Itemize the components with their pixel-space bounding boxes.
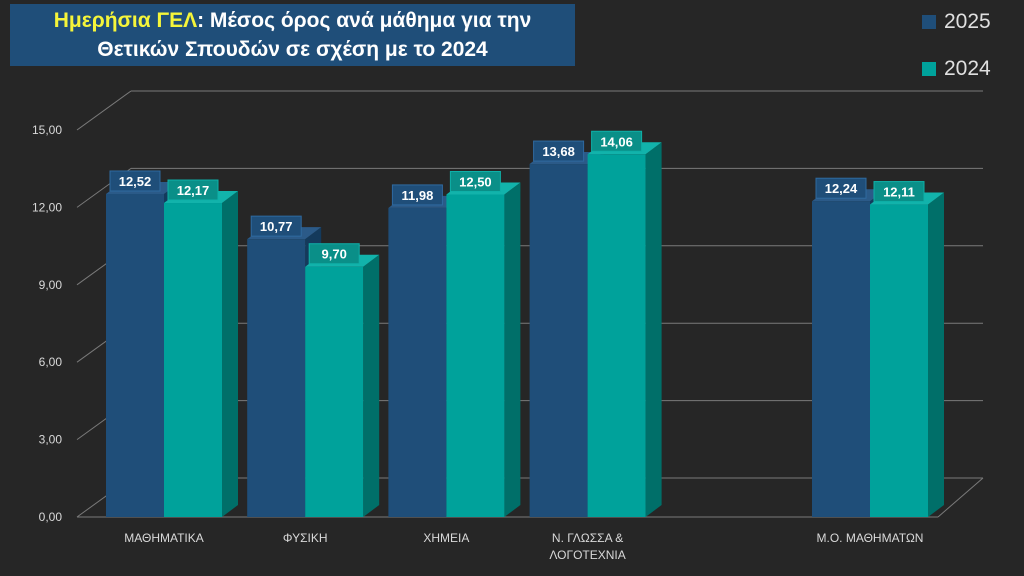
data-label-box [815, 177, 867, 199]
y-tick-label: 9,00 [39, 278, 63, 292]
bars-layer [106, 142, 944, 518]
bar-2024 [587, 154, 646, 517]
data-label-box [109, 170, 161, 192]
data-label-box [391, 184, 443, 206]
bar-side [928, 192, 944, 517]
bar-2025 [812, 201, 870, 517]
legend-label-2024: 2024 [944, 57, 991, 80]
legend-swatch-2024 [922, 62, 936, 76]
legend-item-2025: 2025 [922, 10, 991, 34]
data-label: 13,68 [542, 144, 575, 159]
legend-item-2024: 2024 [922, 57, 991, 81]
y-tick-label: 0,00 [39, 510, 63, 524]
chart-title: Ημερήσια ΓΕΛ: Μέσος όρος ανά μάθημα για … [10, 4, 575, 66]
bar-2024 [446, 194, 505, 517]
data-label: 12,17 [177, 183, 210, 198]
title-highlight: Ημερήσια ΓΕΛ [53, 9, 198, 32]
y-tick-label: 6,00 [39, 355, 63, 369]
x-tick-label: ΛΟΓΟΤΕΧΝΙΑ [549, 548, 625, 562]
data-label-box [449, 171, 501, 192]
data-label-box [873, 181, 925, 203]
labels-layer: 12,52 12,17 ΜΑΘΗΜΑΤΙΚΑ 10,77 9,70 ΦΥΣΙΚΗ 11,98… [109, 130, 925, 562]
data-label: 14,06 [600, 134, 633, 149]
floor-edge [937, 477, 984, 518]
title-rest: : Μέσος όρος ανά μάθημα για την [197, 9, 532, 32]
data-label-box [167, 179, 219, 201]
bar-side [363, 254, 380, 518]
gridline-diagonal [76, 90, 132, 131]
bar-side [222, 191, 238, 517]
data-label-box [250, 215, 302, 237]
y-tick-label: 3,00 [39, 433, 63, 447]
x-tick-label: Μ.Ο. ΜΑΘΗΜΑΤΩΝ [817, 531, 924, 545]
legend-label-2025: 2025 [944, 10, 991, 33]
data-label-box [308, 243, 360, 265]
bar-2025 [529, 164, 588, 517]
y-tick-label: 12,00 [32, 200, 62, 214]
x-tick-label: ΦΥΣΙΚΗ [283, 531, 328, 545]
legend-swatch-2025 [922, 15, 936, 29]
bar-2024 [305, 266, 364, 517]
title-line-1: Ημερήσια ΓΕΛ: Μέσος όρος ανά μάθημα για … [10, 6, 575, 35]
title-line-2: Θετικών Σπουδών σε σχέση με το 2024 [97, 38, 488, 61]
data-label: 12,11 [883, 185, 915, 200]
data-label: 12,50 [459, 175, 492, 190]
data-label-box [591, 130, 643, 152]
data-label: 12,52 [119, 174, 152, 189]
bar-2025 [247, 239, 306, 517]
x-tick-label: Ν. ΓΛΩΣΣΑ & [552, 531, 623, 545]
bar-2025 [388, 207, 447, 517]
y-tick-label: 15,00 [32, 123, 62, 137]
data-label: 12,24 [825, 181, 858, 196]
bar-side [504, 182, 521, 517]
data-label-box [533, 140, 585, 162]
bar-2025 [106, 193, 164, 517]
bar-2024 [164, 203, 222, 517]
data-label: 10,77 [260, 219, 293, 234]
x-tick-label: ΧΗΜΕΙΑ [423, 531, 469, 545]
data-label: 11,98 [401, 188, 433, 203]
bar-side [645, 142, 662, 517]
data-label: 9,70 [322, 247, 347, 262]
x-tick-label: ΜΑΘΗΜΑΤΙΚΑ [124, 531, 204, 545]
bar-2024 [870, 204, 928, 517]
